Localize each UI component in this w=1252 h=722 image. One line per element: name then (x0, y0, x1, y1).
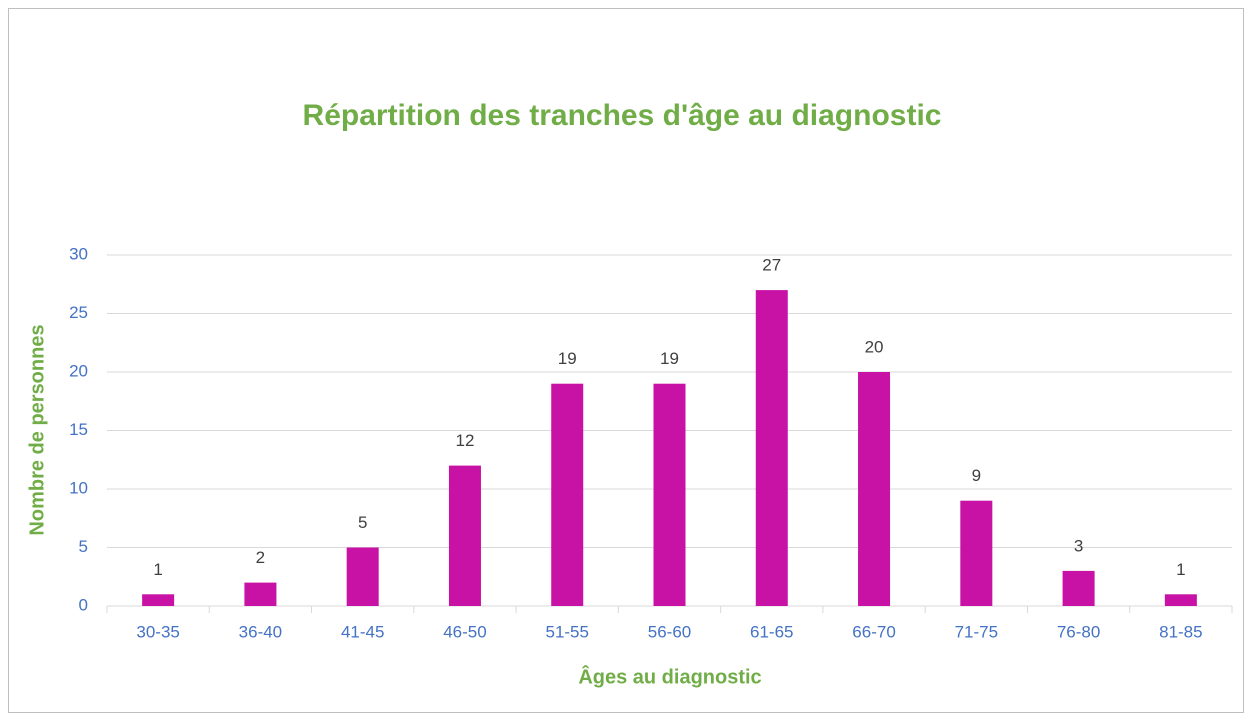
bar (551, 383, 584, 606)
bar (448, 465, 481, 606)
x-tick-label: 71-75 (955, 622, 998, 641)
data-label: 1 (153, 560, 162, 579)
bar (244, 582, 277, 606)
bar (1164, 594, 1197, 606)
data-label: 9 (972, 466, 981, 485)
data-label: 20 (865, 337, 884, 356)
x-tick-label: 61-65 (750, 622, 793, 641)
x-tick-label: 41-45 (341, 622, 384, 641)
bar (346, 547, 379, 606)
data-label: 19 (660, 349, 679, 368)
x-tick-label: 36-40 (239, 622, 282, 641)
y-tick-label: 5 (79, 537, 88, 556)
bar (653, 383, 686, 606)
y-tick-label: 30 (69, 244, 88, 263)
x-tick-label: 46-50 (443, 622, 486, 641)
data-label: 3 (1074, 536, 1083, 555)
y-tick-label: 0 (79, 595, 88, 614)
x-tick-label: 51-55 (545, 622, 588, 641)
bar (1062, 570, 1095, 606)
bar (858, 372, 891, 606)
chart-title: Répartition des tranches d'âge au diagno… (303, 99, 942, 132)
bar (142, 594, 175, 606)
data-label: 19 (558, 349, 577, 368)
y-axis-label: Nombre de personnes (26, 324, 48, 535)
chart-frame (8, 8, 1244, 713)
y-tick-label: 10 (69, 478, 88, 497)
x-tick-label: 30-35 (136, 622, 179, 641)
x-tick-label: 66-70 (852, 622, 895, 641)
x-tick-label: 56-60 (648, 622, 691, 641)
bar (960, 500, 993, 606)
data-label: 5 (358, 513, 367, 532)
data-label: 2 (256, 548, 265, 567)
data-label: 27 (762, 256, 781, 275)
y-tick-label: 20 (69, 361, 88, 380)
x-tick-label: 76-80 (1057, 622, 1100, 641)
data-label: 1 (1176, 560, 1185, 579)
data-label: 12 (455, 431, 474, 450)
x-tick-label: 81-85 (1159, 622, 1202, 641)
x-axis-label: Âges au diagnostic (578, 664, 761, 688)
y-tick-label: 15 (69, 420, 88, 439)
bar (755, 290, 788, 606)
y-tick-label: 25 (69, 303, 88, 322)
